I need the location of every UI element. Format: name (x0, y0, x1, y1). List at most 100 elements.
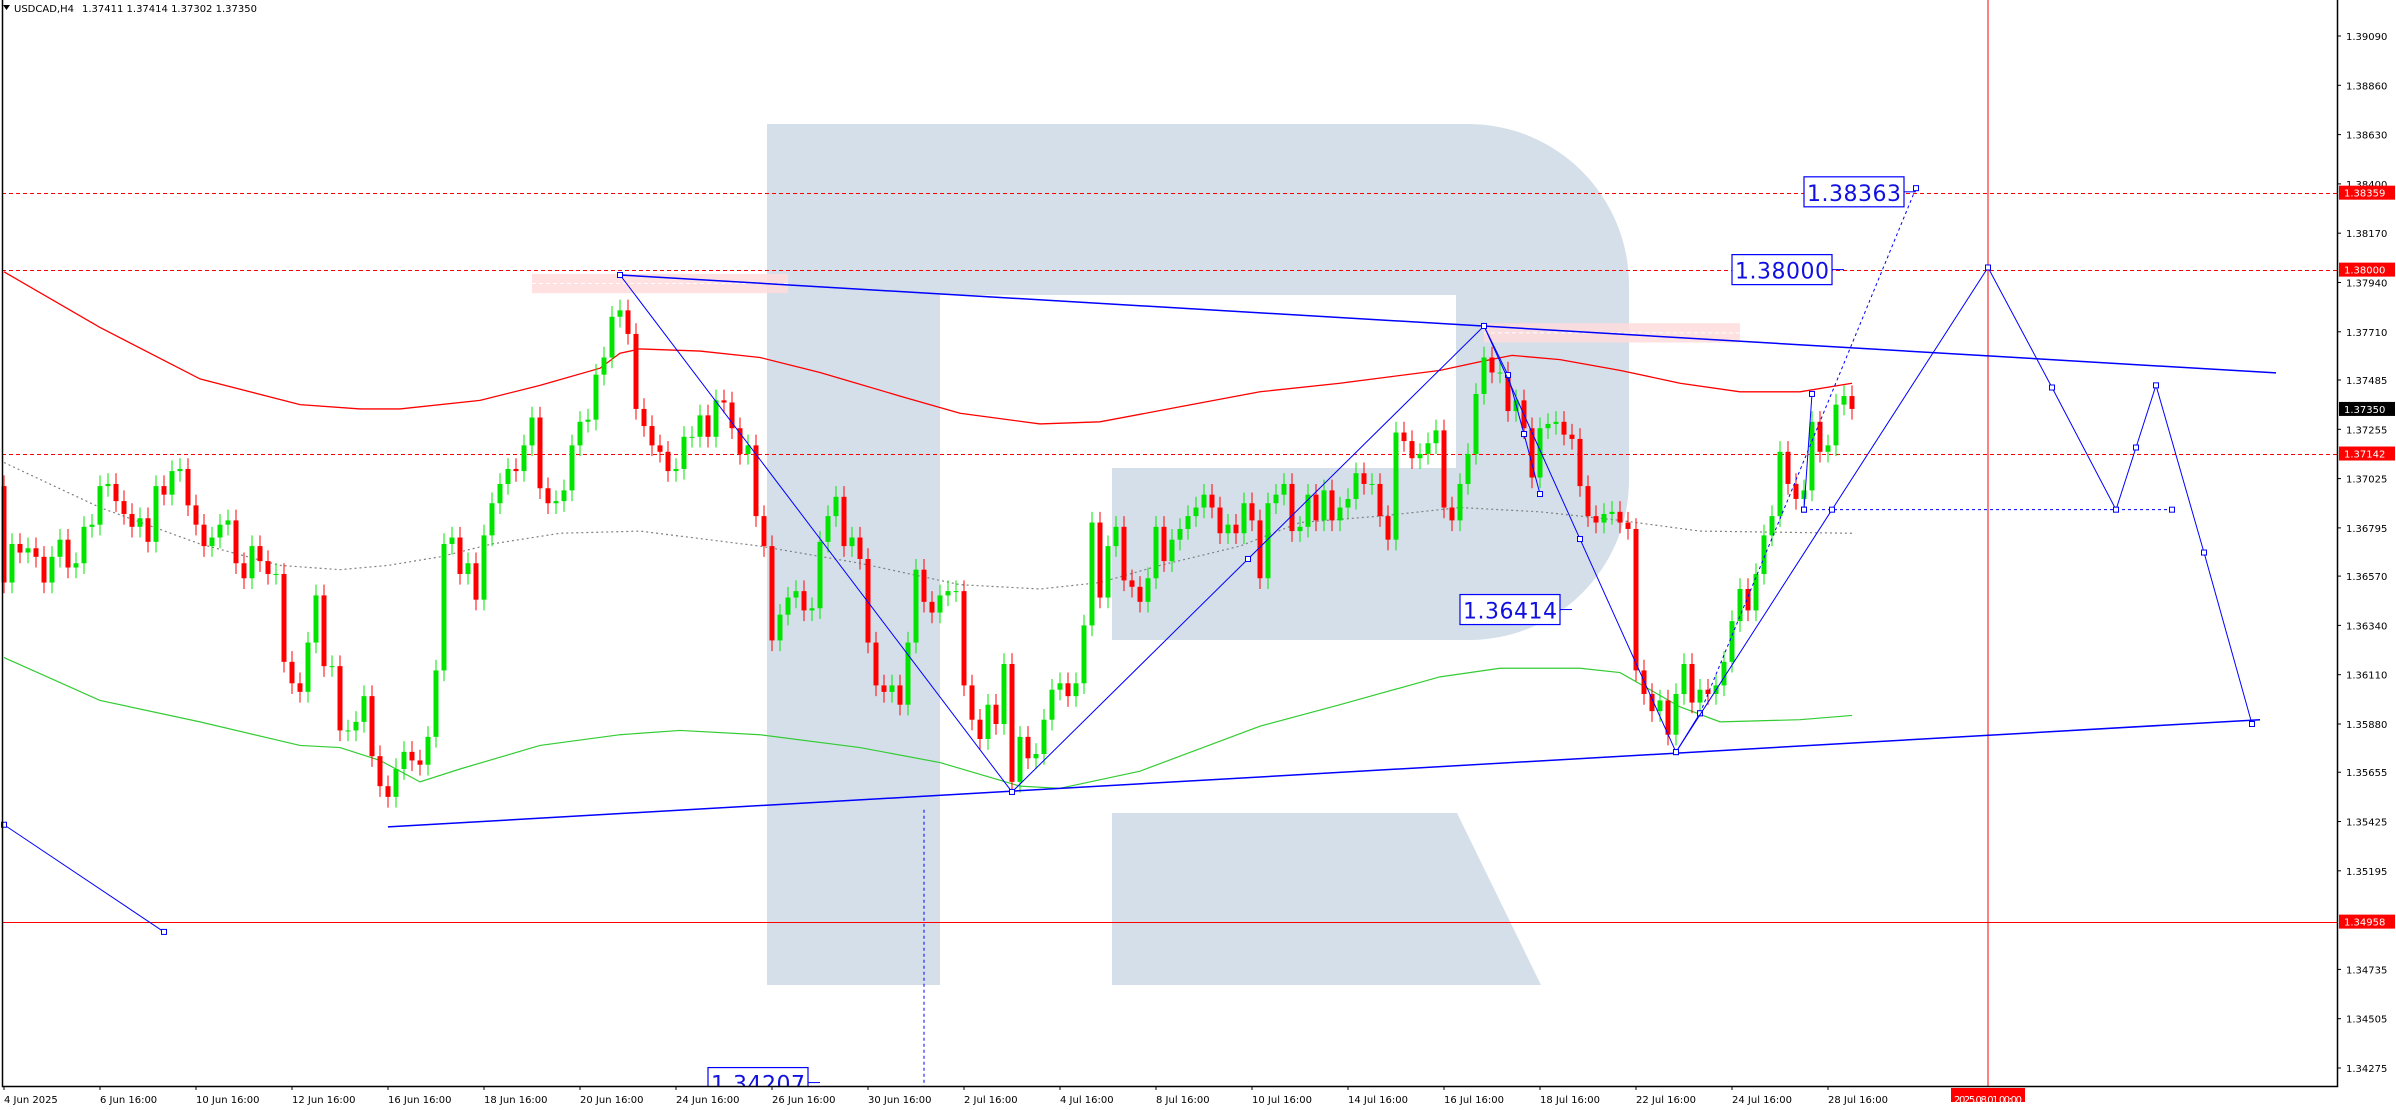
candle (409, 741, 415, 772)
candle (1537, 417, 1543, 489)
anchor-point[interactable] (1505, 372, 1511, 379)
candle-body (881, 685, 887, 692)
candle (1249, 492, 1255, 532)
candle (377, 745, 383, 797)
anchor-point[interactable] (1829, 506, 1835, 513)
candle-body (209, 537, 215, 547)
candle (873, 631, 879, 697)
anchor-point[interactable] (1801, 506, 1807, 513)
anchor-point[interactable] (1985, 264, 1991, 271)
price-tick-label: 1.39090 (2346, 32, 2387, 43)
anchor-point[interactable] (1913, 185, 1919, 192)
candle (785, 586, 791, 626)
candle-body (1609, 511, 1615, 514)
anchor-point[interactable] (2169, 506, 2175, 513)
candle (537, 406, 543, 499)
candle (633, 323, 639, 420)
candle-body (1297, 526, 1303, 532)
candle (1561, 411, 1567, 446)
candle (1321, 479, 1327, 532)
candle-body (25, 548, 31, 553)
candle-body (1825, 445, 1831, 452)
anchor-point[interactable] (1537, 491, 1543, 498)
time-tick-label: 30 Jun 16:00 (868, 1095, 932, 1106)
price-tick-label: 1.38860 (2346, 81, 2387, 92)
candle-body (9, 543, 15, 583)
anchor-point[interactable] (2201, 549, 2207, 556)
candle (753, 434, 759, 527)
candle (1809, 411, 1815, 502)
candle-body (1057, 683, 1063, 690)
triangle-down-icon[interactable] (3, 5, 10, 10)
anchor-point[interactable] (1009, 788, 1015, 795)
candle (553, 490, 559, 514)
candle (993, 693, 999, 735)
candle (513, 458, 519, 482)
candle (425, 726, 431, 776)
time-tick-label: 20 Jun 16:00 (580, 1095, 644, 1106)
price-label[interactable]: 1.38363 (1803, 176, 1916, 208)
candle (1825, 434, 1831, 463)
candle-body (401, 751, 407, 770)
candle (161, 475, 167, 506)
anchor-point[interactable] (2153, 382, 2159, 389)
candle (817, 531, 823, 619)
candle-body (1457, 483, 1463, 521)
anchor-point[interactable] (1, 821, 7, 828)
candle-body (1001, 663, 1007, 724)
price-axis[interactable]: 1.39090 1.38860 1.38630 1.38400 1.38170 1.379… (2337, 32, 2395, 1075)
candle (1001, 653, 1007, 735)
anchor-point[interactable] (1697, 710, 1703, 717)
candle-body (305, 642, 311, 692)
anchor-point[interactable] (2249, 720, 2255, 727)
candle-body (1481, 357, 1487, 394)
candle-body (1257, 520, 1263, 579)
candle-body (1185, 516, 1191, 529)
anchor-point[interactable] (1245, 555, 1251, 562)
candle (641, 398, 647, 437)
candle-body (1337, 507, 1343, 521)
anchor-point[interactable] (1577, 536, 1583, 543)
anchor-point[interactable] (1481, 322, 1487, 329)
candle (385, 775, 391, 808)
anchor-point[interactable] (2049, 384, 2055, 391)
price-tick-label: 1.37025 (2346, 475, 2387, 486)
anchor-point[interactable] (1809, 390, 1815, 397)
candle-body (1433, 430, 1439, 444)
anchor-point[interactable] (617, 271, 623, 278)
candle-body (1673, 693, 1679, 735)
anchor-point[interactable] (2113, 506, 2119, 513)
candle-body (1, 486, 7, 583)
candle-body (889, 685, 895, 692)
candle (1345, 488, 1351, 519)
anchor-point[interactable] (1673, 749, 1679, 756)
candle (673, 458, 679, 482)
candle (1009, 653, 1015, 793)
level-price-tag-text: 1.38359 (2344, 189, 2385, 200)
candle (1617, 501, 1623, 534)
candle-body (1617, 511, 1623, 523)
candle (1633, 518, 1639, 682)
candle-body (1281, 483, 1287, 495)
level-price-tag (2339, 446, 2395, 461)
candle-body (145, 518, 151, 542)
time-tick-label: 2 Jul 16:00 (964, 1095, 1018, 1106)
candle-body (1497, 372, 1503, 374)
anchor-point[interactable] (161, 928, 167, 935)
price-label[interactable]: 1.38000 (1731, 254, 1844, 286)
candle (1081, 614, 1087, 694)
candle-body (121, 501, 127, 514)
candle-body (433, 670, 439, 737)
candle (57, 528, 63, 568)
candle (1593, 505, 1599, 534)
anchor-point[interactable] (2133, 444, 2139, 451)
anchor-point[interactable] (1521, 431, 1527, 438)
left-trendline (3, 824, 165, 933)
time-axis[interactable]: 4 Jun 2025 6 Jun 16:00 10 Jun 16:00 12 Jun … (3, 1086, 2025, 1106)
candle (1225, 513, 1231, 544)
candle-body (1393, 432, 1399, 540)
candle-body (81, 526, 87, 564)
candle (1273, 483, 1279, 514)
price-label[interactable]: 1.36414 (1459, 593, 1572, 626)
